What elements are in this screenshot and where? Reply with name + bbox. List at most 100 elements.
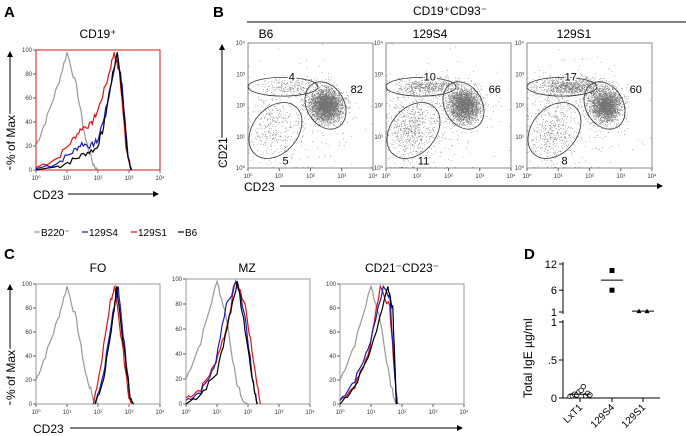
x-tick-label-129s4: 129S4	[589, 402, 618, 431]
y-tick-label: 20	[329, 378, 336, 384]
dotplot-title-129s1: 129S1	[557, 27, 592, 41]
y-tick-label: 80	[329, 306, 336, 312]
legend-label: B220⁻	[41, 228, 70, 239]
legend-item-129s1: 129S1	[131, 228, 167, 239]
histogram-line-129s1	[92, 284, 134, 405]
gate-label-fo: 66	[489, 84, 501, 96]
x-tick-label: 10⁴	[368, 173, 378, 180]
y-tick-label: 10⁰	[515, 165, 525, 172]
gate-label-mz: 4	[289, 72, 295, 84]
x-tick-label: 10³	[616, 174, 625, 180]
y-tick-label: 100	[326, 282, 337, 288]
x-tick-label: 10²	[94, 176, 103, 182]
gate-label-mz: 10	[424, 72, 436, 84]
y-tick-label: 60	[25, 96, 32, 102]
x-tick-label: 10⁰	[181, 409, 191, 416]
histogram-line-b6	[185, 281, 258, 405]
x-tick-label: 10³	[125, 410, 134, 416]
y-tick-label: 0	[29, 168, 33, 174]
y-tick-label: 10⁰	[236, 165, 246, 172]
y-tick-label: 10⁴	[374, 40, 384, 47]
gate-label-dn: 8	[561, 155, 567, 167]
y-tick-label: 10⁴	[515, 40, 525, 47]
scatter-dots	[248, 44, 373, 168]
panel-label-c: C	[4, 246, 15, 263]
y-tick-label: 12	[545, 259, 557, 271]
panel-a-title: CD19⁺	[79, 27, 116, 41]
y-tick-label: 10³	[515, 72, 524, 78]
y-axis-label-b: CD21	[216, 137, 230, 168]
histogram-line-b6	[35, 52, 133, 171]
y-tick-label: 10⁴	[236, 40, 246, 47]
x-tick-label: 10²	[94, 410, 103, 416]
y-tick-label: 40	[25, 120, 32, 126]
data-point-129s4	[609, 268, 615, 274]
plot-frame	[247, 42, 374, 169]
y-tick-label: 40	[25, 354, 32, 360]
y-axis-label-a: % of Max	[4, 115, 18, 165]
y-tick-label: 60	[329, 330, 336, 336]
histogram-line-b220	[339, 284, 400, 405]
legend-label: 129S1	[138, 228, 167, 239]
y-tick-label: 100	[22, 282, 33, 288]
y-axis-label-c: % of Max	[4, 350, 18, 400]
panel-label-b: B	[213, 4, 224, 21]
plot-frame	[385, 42, 512, 169]
histogram-line-b220	[185, 279, 249, 405]
y-tick-label: 10³	[374, 72, 383, 78]
histogram-line-b6	[339, 286, 397, 405]
y-tick-label: .5	[548, 355, 557, 367]
x-tick-label: 10⁰	[243, 173, 253, 180]
histogram-line-b220	[35, 52, 99, 171]
x-tick-label: 10¹	[63, 176, 72, 182]
scatter-d: 1 6 12 0 .5 1 LxT1 129S4 129S1	[545, 259, 660, 431]
x-tick-label: 10⁰	[522, 173, 532, 180]
x-tick-label: 10⁰	[31, 409, 41, 416]
x-tick-label: 10³	[275, 410, 284, 416]
plot-frame	[35, 283, 161, 405]
data-point-129s4	[609, 287, 615, 293]
x-tick-label-129s1: 129S1	[620, 402, 649, 431]
x-tick-label: 10⁴	[506, 173, 516, 180]
x-tick-label: 10³	[337, 174, 346, 180]
x-tick-label: 10¹	[413, 174, 422, 180]
gate-dn	[527, 102, 582, 159]
y-tick-label: 80	[25, 306, 32, 312]
y-tick-label: 10²	[374, 104, 383, 110]
gate-mz	[385, 76, 457, 97]
y-tick-label: 40	[175, 352, 182, 358]
x-tick-label: 10²	[306, 174, 315, 180]
y-tick-label: 10²	[515, 104, 524, 110]
y-tick-label: 10¹	[374, 135, 383, 141]
data-point-lxt1	[587, 392, 593, 398]
y-tick-label: 20	[25, 144, 32, 150]
x-tick-label: 10⁴	[155, 175, 165, 182]
x-tick-label: 10³	[475, 174, 484, 180]
y-tick-label: 40	[329, 354, 336, 360]
x-tick-label: 10⁰	[335, 409, 345, 416]
x-axis-label-a: CD23	[33, 188, 64, 202]
x-tick-label-lxt1: LxT1	[562, 402, 586, 426]
y-tick-label: 0	[29, 402, 33, 408]
gate-fo	[583, 81, 626, 130]
dotplot-title-129s4: 129S4	[413, 27, 448, 41]
x-axis-label-b: CD23	[244, 180, 275, 194]
gate-label-fo: 60	[630, 84, 642, 96]
y-tick-label: 80	[175, 302, 182, 308]
gate-mz	[526, 76, 598, 97]
y-tick-label: 60	[175, 327, 182, 333]
legend-label: B6	[185, 228, 198, 239]
x-tick-label: 10⁰	[381, 173, 391, 180]
histogram-line-129s1	[35, 52, 133, 171]
gate-fo	[442, 81, 485, 130]
x-tick-label: 10²	[398, 410, 407, 416]
dotplot-129s4: 10⁰ 10¹ 10² 10³ 10⁴ 10⁰ 10¹ 10² 10³ 10⁴	[374, 40, 516, 180]
y-tick-label: 10¹	[236, 135, 245, 141]
x-tick-label: 10¹	[63, 410, 72, 416]
y-tick-label: 10²	[236, 104, 245, 110]
histogram-line-b220	[35, 286, 99, 405]
histogram-a: 10⁰ 10¹ 10² 10³ 10⁴ 0 20 40 60 80 100	[22, 48, 165, 182]
x-axis-label-c: CD23	[33, 422, 64, 436]
panel-b-header: CD19⁺CD93⁻	[413, 4, 487, 18]
